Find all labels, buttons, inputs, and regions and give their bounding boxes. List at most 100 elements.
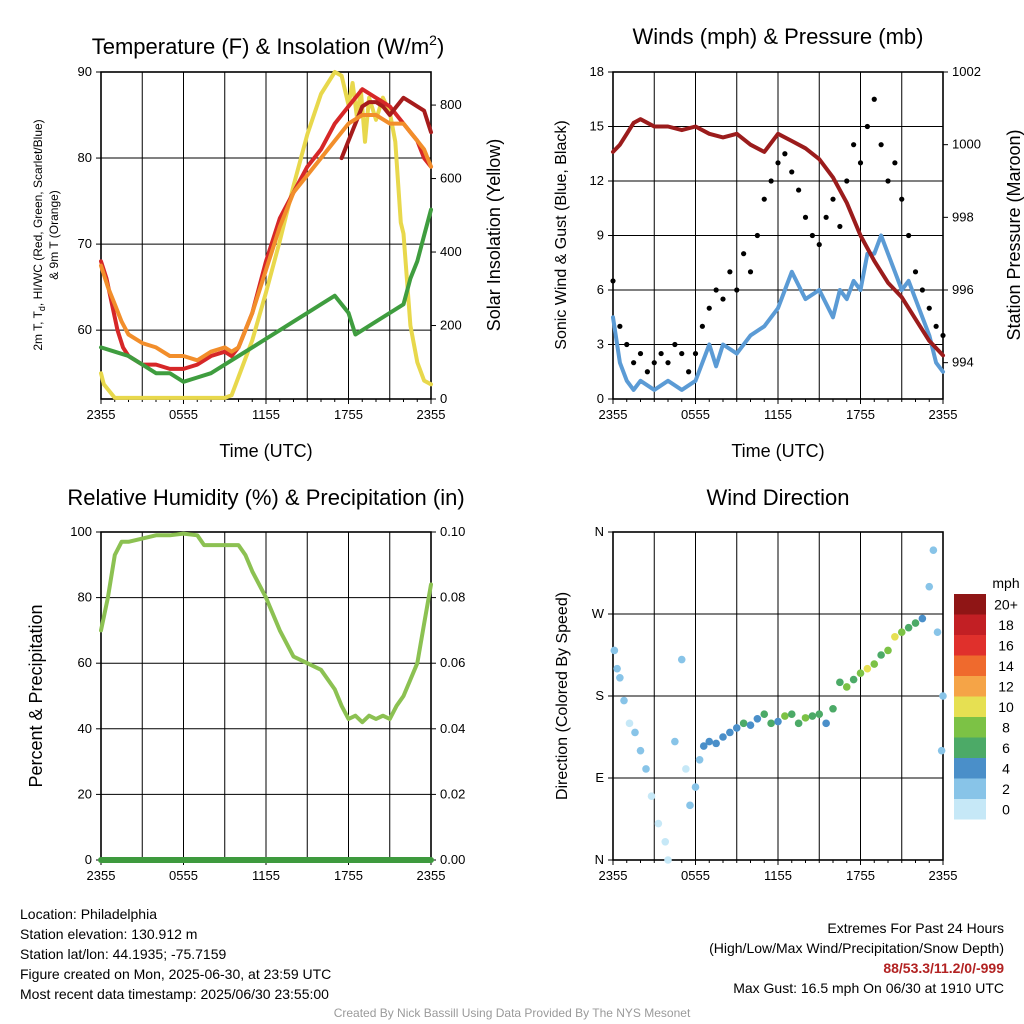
direction-point (884, 646, 892, 655)
direction-point (863, 664, 872, 673)
credit-line: Created By Nick Bassill Using Data Provi… (333, 1006, 691, 1020)
y-tick-label: 70 (78, 236, 92, 251)
winds-ylabel-left: Sonic Wind & Gust (Blue, Black) (553, 120, 570, 349)
colorbar-swatch (954, 635, 986, 656)
direction-point (732, 724, 741, 732)
direction-point (925, 582, 934, 591)
temperature-ylabel-line2: & 9m T (Orange) (47, 190, 61, 280)
direction-point (760, 710, 769, 719)
series-line-3 (99, 113, 433, 363)
y-tick-label: 3 (597, 337, 604, 352)
colorbar-swatch (954, 778, 986, 799)
temperature-ylabel-line1: 2m T, Td, HI/WC (Red, Green, Scarlet/Blu… (31, 119, 47, 350)
temperature-title: Temperature (F) & Insolation (W/m2) (92, 32, 445, 59)
direction-point (801, 714, 810, 722)
y-right-tick-label: 998 (952, 209, 974, 224)
series-line-2 (611, 117, 945, 358)
x-tick-label: 1155 (252, 868, 280, 883)
gust-point (809, 232, 815, 239)
y-tick-label: N (595, 524, 604, 539)
gust-point (802, 214, 809, 220)
colorbar-label: 16 (998, 637, 1014, 653)
direction-point (677, 655, 686, 664)
y-tick-label: 20 (78, 786, 92, 801)
y-right-tick-label: 600 (440, 171, 462, 186)
direction-point (610, 646, 619, 655)
gust-point (706, 305, 712, 311)
humidity-chart: 0 20 40 60 80 100 0.00 0.02 0.04 0.06 0.08 0.10 2355… (70, 524, 465, 883)
direction-point (781, 712, 789, 720)
x-tick-label: 1755 (846, 407, 875, 422)
gust-point (926, 305, 932, 311)
gust-point (857, 160, 864, 166)
gust-point (672, 341, 678, 348)
colorbar-swatch (954, 717, 986, 738)
direction-point (904, 623, 913, 632)
direction-point (933, 628, 942, 637)
y-tick-label: S (595, 688, 604, 703)
extremes-legend: (High/Low/Max Wind/Precipitation/Snow De… (709, 940, 1004, 956)
colorbar-label: 8 (1002, 719, 1010, 735)
direction-point (625, 719, 634, 728)
y-tick-label: 18 (590, 64, 604, 79)
gust-point (692, 350, 699, 357)
y-right-tick-label: 0.08 (440, 590, 465, 605)
x-tick-label: 1155 (764, 407, 792, 422)
gust-point (768, 178, 774, 184)
x-tick-label: 0555 (169, 407, 198, 422)
gust-point (679, 350, 685, 357)
colorbar-label: 2 (1002, 781, 1010, 797)
direction-point (911, 619, 920, 627)
y-right-tick-label: 0.00 (440, 852, 465, 867)
colorbar-swatch (954, 799, 986, 820)
direction-point (815, 710, 824, 719)
direction-point (699, 742, 708, 750)
y-tick-label: 6 (597, 282, 604, 297)
x-tick-label: 0555 (169, 868, 198, 883)
direction-point (705, 737, 714, 746)
colorbar-swatch (954, 758, 986, 779)
direction-point (664, 856, 672, 864)
y-tick-label: 90 (78, 64, 92, 79)
gust-point (754, 232, 760, 239)
gust-point (610, 278, 616, 284)
direction-title: Wind Direction (706, 485, 849, 510)
y-tick-label: 0 (85, 852, 92, 867)
gust-point (816, 241, 822, 248)
y-tick-label: 60 (78, 322, 92, 337)
gust-point (851, 142, 857, 148)
gust-point (878, 142, 884, 148)
winds-chart: 0 3 6 9 12 15 18 994 996 998 1000 1002 2355 0555 1155 1… (590, 64, 981, 422)
y-right-tick-label: 0.10 (440, 524, 465, 539)
x-tick-label: 2355 (929, 868, 958, 883)
colorbar-label: 20+ (994, 596, 1018, 612)
colorbar-label: 10 (998, 699, 1014, 715)
extremes-values: 88/53.3/11.2/0/-999 (883, 960, 1004, 976)
y-tick-label: 0 (597, 391, 604, 406)
x-tick-label: 0555 (681, 407, 710, 422)
y-right-tick-label: 994 (952, 355, 974, 370)
station-elevation: Station elevation: 130.912 m (20, 926, 198, 942)
x-tick-label: 0555 (681, 868, 710, 883)
direction-point (856, 669, 865, 678)
gust-point (933, 323, 939, 329)
direction-point (836, 678, 844, 687)
y-tick-label: 80 (78, 590, 92, 605)
y-tick-label: 60 (78, 655, 92, 670)
x-tick-label: 2355 (87, 407, 116, 422)
direction-point (642, 765, 650, 773)
gust-point (912, 269, 919, 275)
series-line-0 (99, 531, 433, 725)
x-tick-label: 2355 (929, 407, 958, 422)
gust-point (919, 287, 925, 293)
direction-point (620, 696, 628, 705)
gust-point (899, 196, 905, 202)
direction-point (691, 783, 700, 791)
gust-point (782, 151, 788, 157)
gust-point (892, 160, 898, 166)
direction-point (918, 614, 927, 623)
gust-point (789, 169, 795, 175)
colorbar-label: 14 (998, 658, 1014, 674)
direction-point (616, 673, 624, 682)
y-tick-label: 40 (78, 721, 92, 736)
